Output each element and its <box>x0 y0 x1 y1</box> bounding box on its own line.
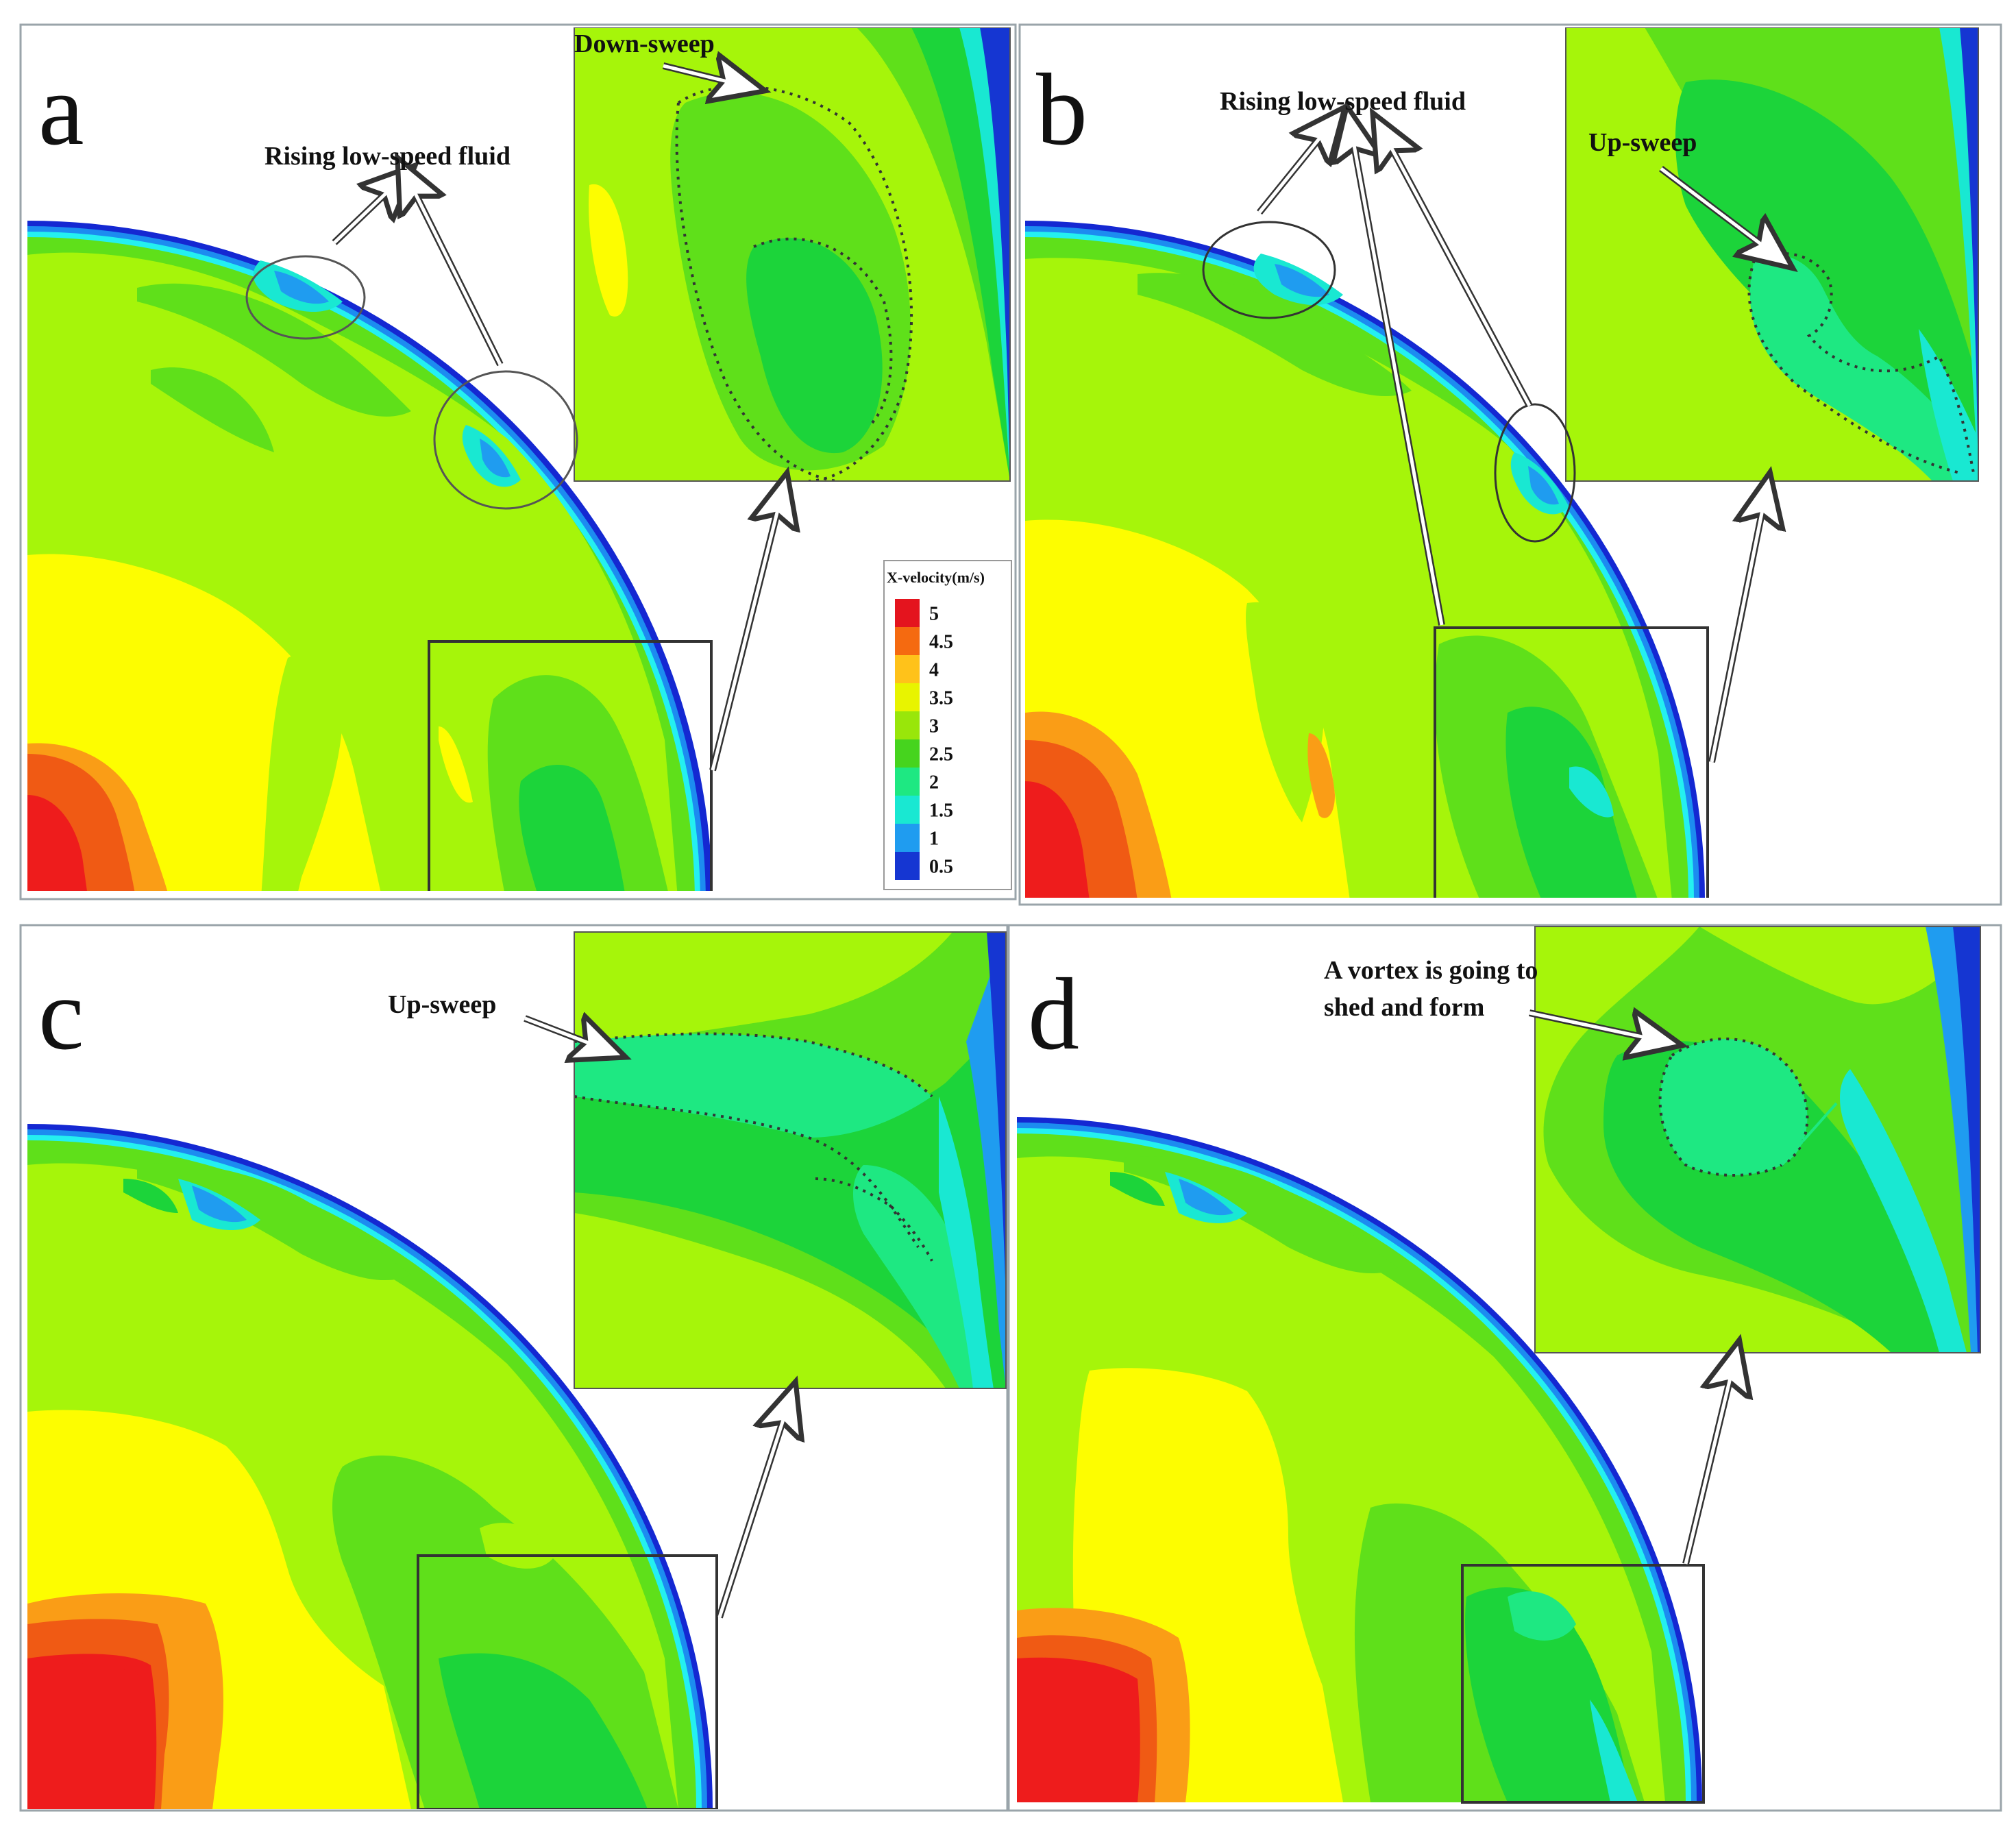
panel-d: d A vortex is going to shed and form <box>1017 926 1981 1804</box>
legend-swatch <box>895 627 920 655</box>
panel-b: b Rising low-speed fluid Up-sweep <box>1025 27 1979 898</box>
panel-c: c Up-sweep <box>27 931 1007 1809</box>
panel-b-circle-2 <box>1494 403 1576 543</box>
panel-frames <box>19 23 2002 1812</box>
legend-swatch <box>895 711 920 739</box>
legend-swatches: 5 4.5 4 3.5 3 2.5 2 1.5 1 0.5 <box>895 599 953 880</box>
panel-c-letter: c <box>38 957 84 1071</box>
legend-tick-label: 4 <box>929 660 939 681</box>
legend-tick-label: 0.5 <box>929 857 953 878</box>
legend-tick-label: 5 <box>929 604 939 625</box>
legend-tick-label: 1.5 <box>929 800 953 822</box>
panel-c-annotation-upsweep: Up-sweep <box>388 990 496 1019</box>
legend-swatch <box>895 852 920 880</box>
legend-swatch <box>895 768 920 796</box>
panel-a-annotation-rising: Rising low-speed fluid <box>265 142 511 171</box>
legend-tick-label: 3.5 <box>929 688 953 709</box>
panel-b-circle-1 <box>1202 221 1336 319</box>
panel-b-annotation-rising: Rising low-speed fluid <box>1220 87 1466 116</box>
panel-d-inset <box>1535 927 1980 1353</box>
panel-a-zoom-box <box>428 640 713 891</box>
panel-d-annotation-vortex-line2: shed and form <box>1324 993 1484 1022</box>
legend-tick-label: 1 <box>929 829 939 850</box>
panel-c-inset <box>574 932 1006 1388</box>
panel-a: X-velocity(m/s) 5 4.5 4 3.5 3 2.5 2 1.5 1 0.5 a R… <box>27 27 1012 891</box>
panel-a-contour <box>27 221 713 891</box>
legend-swatch <box>895 599 920 627</box>
panel-d-zoom-box <box>1461 1564 1705 1804</box>
legend-tick-label: 4.5 <box>929 632 953 653</box>
color-legend: X-velocity(m/s) 5 4.5 4 3.5 3 2.5 2 1.5 1 0.5 <box>883 560 1012 890</box>
legend-swatch <box>895 683 920 711</box>
panel-c-contour <box>27 1124 713 1809</box>
panel-a-circle-2 <box>433 370 578 510</box>
panel-b-zoom-box <box>1434 626 1709 898</box>
panel-d-annotation-vortex-line1: A vortex is going to <box>1324 956 1538 985</box>
panel-a-circle-1 <box>245 255 366 340</box>
legend-swatch <box>895 824 920 852</box>
panel-d-letter: d <box>1028 957 1079 1071</box>
panel-b-letter: b <box>1036 53 1087 167</box>
panel-b-annotation-upsweep: Up-sweep <box>1588 128 1697 157</box>
panel-a-letter: a <box>38 53 84 167</box>
panel-d-contour <box>1017 1117 1702 1802</box>
legend-title: X-velocity(m/s) <box>887 569 985 586</box>
legend-tick-label: 2 <box>929 772 939 794</box>
legend-tick-label: 3 <box>929 716 939 737</box>
panel-a-inset <box>574 27 1010 481</box>
panel-c-zoom-box <box>417 1554 718 1809</box>
legend-swatch <box>895 739 920 768</box>
panel-b-contour <box>1025 221 1705 898</box>
legend-swatch <box>895 796 920 824</box>
legend-swatch <box>895 655 920 683</box>
panel-a-annotation-downsweep: Down-sweep <box>574 29 715 58</box>
legend-tick-label: 2.5 <box>929 744 953 765</box>
